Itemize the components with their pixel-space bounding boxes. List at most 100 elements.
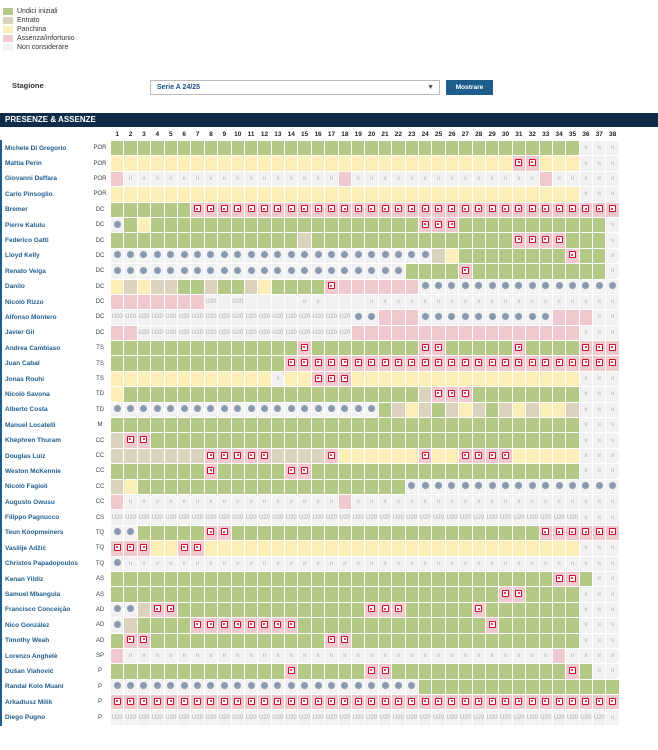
player-name[interactable]: Vasilije Adžić: [0, 540, 90, 557]
player-name[interactable]: Khéphren Thuram: [0, 432, 90, 449]
player-name[interactable]: Randal Kolo Muani: [0, 678, 90, 696]
matchday-header-row: 1 2 3 4 5 6 7 8 9 10 11 12 13 14 15 16 17 18 19 20 21 22 23 24 2…: [1, 127, 620, 141]
status-starter: [565, 386, 580, 403]
player-name[interactable]: Federico Gatti: [0, 232, 90, 249]
status-starter: [163, 139, 178, 157]
player-name[interactable]: Weston McKennie: [0, 463, 90, 480]
player-name[interactable]: Kenan Yildiz: [0, 570, 90, 588]
status-u20: U20: [351, 509, 366, 526]
player-name[interactable]: Timothy Weah: [0, 632, 90, 649]
status-starter: [310, 463, 326, 480]
status-u20: U20: [391, 709, 406, 726]
status-u20: U20: [351, 709, 366, 726]
player-role: DC: [89, 263, 111, 280]
club-crest-icon: [551, 478, 567, 495]
player-name[interactable]: Teun Koopmeiners: [0, 524, 90, 542]
status-starter: [551, 632, 567, 649]
player-name[interactable]: Nicolò Rizzo: [0, 293, 90, 311]
player-name[interactable]: Danilo: [0, 278, 90, 295]
player-name[interactable]: Pierre Kalulu: [0, 216, 90, 234]
player-name[interactable]: Mattia Perin: [0, 155, 90, 172]
player-name[interactable]: Alfonso Montero: [0, 309, 90, 326]
club-crest-icon: [605, 278, 620, 295]
matchday-number: 15: [297, 127, 312, 141]
show-button[interactable]: Mostrare: [446, 80, 493, 95]
not-considered-icon: ıı: [517, 499, 521, 506]
player-name[interactable]: Dušan Vlahović: [0, 663, 90, 680]
status-starter: [431, 663, 446, 680]
club-crest-icon: [163, 263, 178, 280]
player-name[interactable]: Nico González: [0, 617, 90, 634]
status-starter: [230, 417, 245, 434]
status-starter: [364, 570, 379, 588]
not-considered-icon: ıı: [584, 191, 588, 198]
club-crest-icon: [150, 247, 165, 265]
injury-icon: [327, 282, 335, 290]
player-name[interactable]: Carlo Pinsoglio: [0, 186, 90, 203]
not-considered-icon: ıı: [276, 653, 280, 660]
status-starter: [136, 586, 152, 603]
player-name[interactable]: Augusto Owusu: [0, 493, 90, 511]
club-crest-icon: [528, 312, 536, 320]
status-not-considered: ıı: [217, 647, 232, 665]
club-crest-icon: [337, 247, 353, 265]
status-not-considered: ıı: [578, 170, 594, 188]
player-name[interactable]: Filippo Pagnucco: [0, 509, 90, 526]
not-considered-icon: ıı: [610, 653, 615, 660]
player-name[interactable]: Samuel Mbangula: [0, 586, 90, 603]
status-not-considered: ıı: [391, 170, 406, 188]
status-bench: [444, 247, 460, 265]
player-name[interactable]: Manuel Locatelli: [0, 417, 90, 434]
player-name[interactable]: Arkadiusz Milik: [0, 694, 90, 711]
status-starter: [417, 232, 433, 249]
player-role: TD: [89, 386, 111, 403]
status-sub-in: [417, 386, 433, 403]
player-name[interactable]: Diego Pugno: [0, 709, 90, 726]
not-considered-icon: ıı: [570, 499, 575, 506]
player-name[interactable]: Bremer: [0, 201, 90, 218]
matchday-number: 26: [444, 127, 460, 141]
player-name[interactable]: Lloyd Kelly: [0, 247, 90, 265]
player-name[interactable]: Francisco Conceição: [0, 601, 90, 619]
player-name[interactable]: Giovanni Daffara: [0, 170, 90, 188]
injury-icon: [284, 694, 299, 711]
status-starter: [230, 632, 245, 649]
player-name[interactable]: Nicolò Fagioli: [0, 478, 90, 495]
player-name[interactable]: Renato Veiga: [0, 263, 90, 280]
player-name[interactable]: Jonas Rouhi: [0, 370, 90, 388]
not-considered-icon: ıı: [463, 560, 468, 567]
status-u20: U20: [123, 509, 138, 526]
status-bench: [444, 447, 460, 465]
player-row: Renato Veiga DC ıı: [0, 263, 620, 280]
status-not-considered: ıı: [203, 170, 219, 188]
status-bench: [257, 278, 272, 295]
player-name[interactable]: Lorenzo Anghelè: [0, 647, 90, 665]
injury-icon: [190, 617, 205, 634]
player-name[interactable]: Douglas Luiz: [0, 447, 90, 465]
player-name[interactable]: Christos Papadopoulos: [0, 555, 90, 572]
player-name[interactable]: Nicolò Savona: [0, 386, 90, 403]
status-not-considered: ıı: [431, 170, 446, 188]
status-bench: [551, 370, 567, 388]
injury-icon: [565, 694, 580, 711]
status-not-considered: ıı: [337, 647, 353, 665]
injury-icon: [578, 694, 594, 711]
player-name[interactable]: Michele Di Gregorio: [0, 139, 90, 157]
club-crest-icon: [123, 524, 138, 542]
status-not-considered: ıı: [150, 170, 165, 188]
club-crest-icon: [515, 312, 523, 320]
status-starter: [163, 632, 178, 649]
status-starter: [417, 586, 433, 603]
status-starter: [484, 417, 500, 434]
status-starter: [176, 340, 192, 357]
legend-item: Entrato: [3, 16, 75, 25]
status-starter: [525, 139, 540, 157]
club-crest-icon: [163, 678, 178, 696]
player-name[interactable]: Andrea Cambiaso: [0, 340, 90, 357]
injury-icon: [515, 205, 523, 213]
season-select[interactable]: Serie A 24/25 ▼: [150, 80, 440, 95]
player-name[interactable]: Javier Gil: [0, 324, 90, 342]
player-name[interactable]: Alberto Costa: [0, 401, 90, 419]
club-crest-icon: [542, 312, 550, 320]
player-name[interactable]: Juan Cabal: [0, 355, 90, 372]
